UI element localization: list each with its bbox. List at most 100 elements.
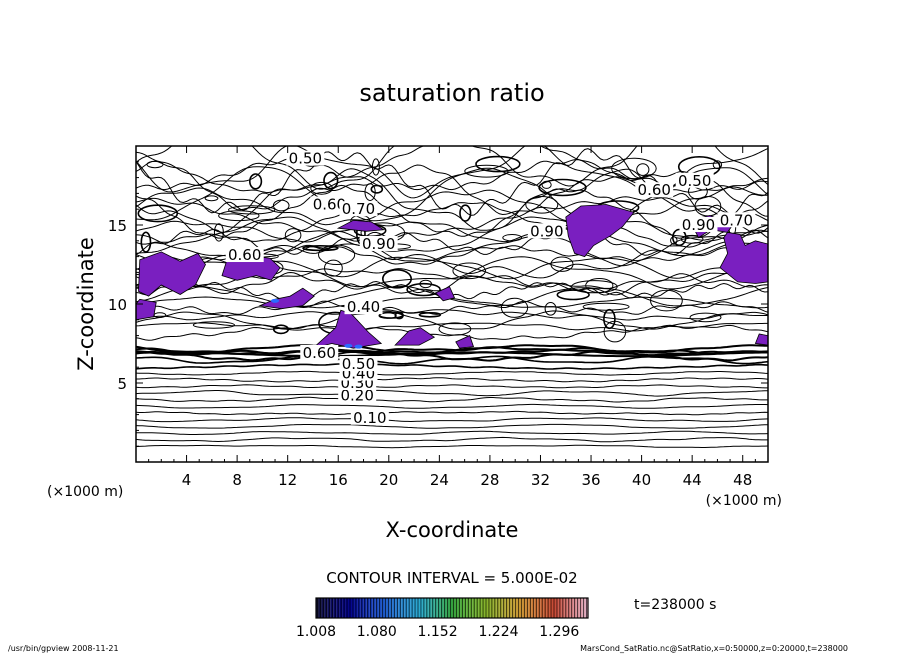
supersaturated-region bbox=[138, 251, 206, 297]
y-tick-label: 10 bbox=[108, 296, 127, 314]
contour-label-background bbox=[339, 356, 378, 372]
contour-line bbox=[136, 344, 768, 354]
contour-eddy bbox=[137, 204, 179, 223]
contour-line bbox=[136, 436, 768, 443]
contour-eddy bbox=[636, 163, 650, 176]
x-tick-label: 24 bbox=[430, 471, 449, 489]
contour-label-background bbox=[300, 344, 339, 360]
contour-line bbox=[136, 220, 768, 243]
contour-line bbox=[136, 389, 768, 397]
contour-label-background bbox=[338, 387, 377, 403]
contour-eddy bbox=[381, 268, 412, 289]
contour-interval-label: CONTOUR INTERVAL = 5.000E-02 bbox=[326, 569, 577, 587]
contour-label: 0.50 bbox=[342, 355, 375, 373]
time-label: t=238000 s bbox=[634, 597, 716, 613]
contour-eddy bbox=[324, 259, 343, 277]
contour-label-background bbox=[675, 172, 714, 188]
contour-eddy bbox=[500, 297, 529, 318]
footer-left: /usr/bin/gpview 2008-11-21 bbox=[8, 644, 119, 653]
contour-eddy bbox=[272, 324, 290, 335]
y-tick-label: 5 bbox=[117, 375, 127, 393]
contour-label: 0.90 bbox=[362, 235, 395, 253]
contour-eddy bbox=[475, 155, 521, 173]
contour-eddy bbox=[541, 180, 552, 189]
contour-line bbox=[136, 377, 768, 383]
footer-right: MarsCond_SatRatio.nc@SatRatio,x=0:50000,… bbox=[580, 644, 848, 653]
contour-eddy bbox=[712, 160, 723, 170]
contour-label-background bbox=[635, 182, 674, 198]
y-tick-label: 15 bbox=[108, 217, 127, 235]
contour-eddy bbox=[140, 231, 152, 253]
supersaturated-region bbox=[455, 335, 475, 349]
contour-eddy bbox=[459, 204, 472, 222]
contour-eddy bbox=[680, 234, 704, 244]
contour-eddy bbox=[204, 195, 219, 202]
contour-line bbox=[136, 384, 768, 389]
contour-eddy bbox=[418, 311, 442, 318]
contour-line bbox=[136, 423, 768, 429]
colorbar-frame bbox=[315, 597, 589, 619]
contour-line bbox=[136, 186, 768, 226]
contour-line bbox=[136, 348, 768, 357]
contour-label: 0.70 bbox=[720, 211, 753, 229]
contour-label: 0.60 bbox=[313, 195, 346, 213]
contour-line bbox=[136, 444, 768, 449]
contour-eddy bbox=[370, 184, 384, 194]
contour-eddy bbox=[525, 196, 559, 214]
contour-eddy bbox=[502, 234, 523, 242]
contour-eddy bbox=[670, 236, 678, 245]
contour-eddy bbox=[228, 205, 276, 215]
contour-eddy bbox=[213, 223, 224, 242]
contour-label: 0.40 bbox=[347, 298, 380, 316]
contour-line bbox=[136, 363, 768, 370]
contour-label-background bbox=[310, 196, 349, 212]
y-axis-ticks: 5 10 15 bbox=[108, 161, 768, 447]
contour-lines bbox=[136, 146, 768, 449]
contour-line bbox=[136, 309, 768, 321]
contour-line bbox=[136, 322, 768, 332]
contour-label-background bbox=[359, 235, 398, 251]
contour-label: 0.60 bbox=[638, 181, 671, 199]
contour-line bbox=[136, 370, 768, 376]
contour-eddy bbox=[318, 244, 356, 266]
x-axis-ticks: 4 8 12 16 20 24 28 32 36 40 44 48 bbox=[148, 146, 756, 489]
contour-eddy bbox=[146, 160, 164, 169]
colorbar bbox=[315, 597, 589, 619]
contour-label-background bbox=[286, 150, 325, 166]
contour-label-background bbox=[350, 409, 389, 425]
contour-line bbox=[136, 430, 768, 435]
contour-eddy bbox=[464, 164, 509, 178]
x-tick-label: 4 bbox=[182, 471, 192, 489]
contour-label: 0.60 bbox=[228, 246, 261, 264]
contour-eddy bbox=[438, 322, 472, 336]
contour-label: 0.50 bbox=[289, 150, 322, 168]
colorbar-tick-label: 1.296 bbox=[539, 624, 579, 640]
contour-eddy bbox=[323, 171, 339, 190]
contour-labels: 0.100.200.300.400.500.600.400.600.900.90… bbox=[225, 150, 756, 427]
y-axis-unit: (×1000 m) bbox=[47, 484, 123, 500]
supersaturated-core bbox=[271, 298, 280, 303]
colorbar-tick-label: 1.224 bbox=[478, 624, 518, 640]
x-axis-label: X-coordinate bbox=[386, 518, 519, 542]
contour-eddy bbox=[550, 256, 574, 272]
contour-line bbox=[136, 184, 768, 239]
supersaturated-region bbox=[136, 298, 157, 321]
contour-label-background bbox=[717, 212, 756, 228]
contour-eddy bbox=[310, 181, 333, 195]
contour-eddy bbox=[544, 302, 557, 316]
contour-eddy bbox=[452, 262, 487, 280]
colorbar-tick-labels: 1.008 1.080 1.152 1.224 1.296 bbox=[296, 624, 579, 640]
contour-eddy bbox=[571, 280, 618, 294]
colorbar-tick-label: 1.152 bbox=[418, 624, 458, 640]
supersaturated-core bbox=[354, 344, 363, 349]
contour-eddy bbox=[603, 320, 627, 343]
contour-label-background bbox=[339, 201, 378, 217]
supersaturated-region bbox=[312, 309, 383, 349]
supersaturated-region bbox=[394, 327, 436, 346]
plot-area: 0.100.200.300.400.500.600.400.600.900.90… bbox=[135, 145, 769, 463]
supersaturated-region bbox=[689, 215, 768, 284]
y-axis-label: Z-coordinate bbox=[74, 237, 98, 371]
x-axis-unit: (×1000 m) bbox=[706, 493, 782, 509]
colorbar-tick-label: 1.008 bbox=[296, 624, 336, 640]
contour-eddy bbox=[284, 228, 302, 243]
